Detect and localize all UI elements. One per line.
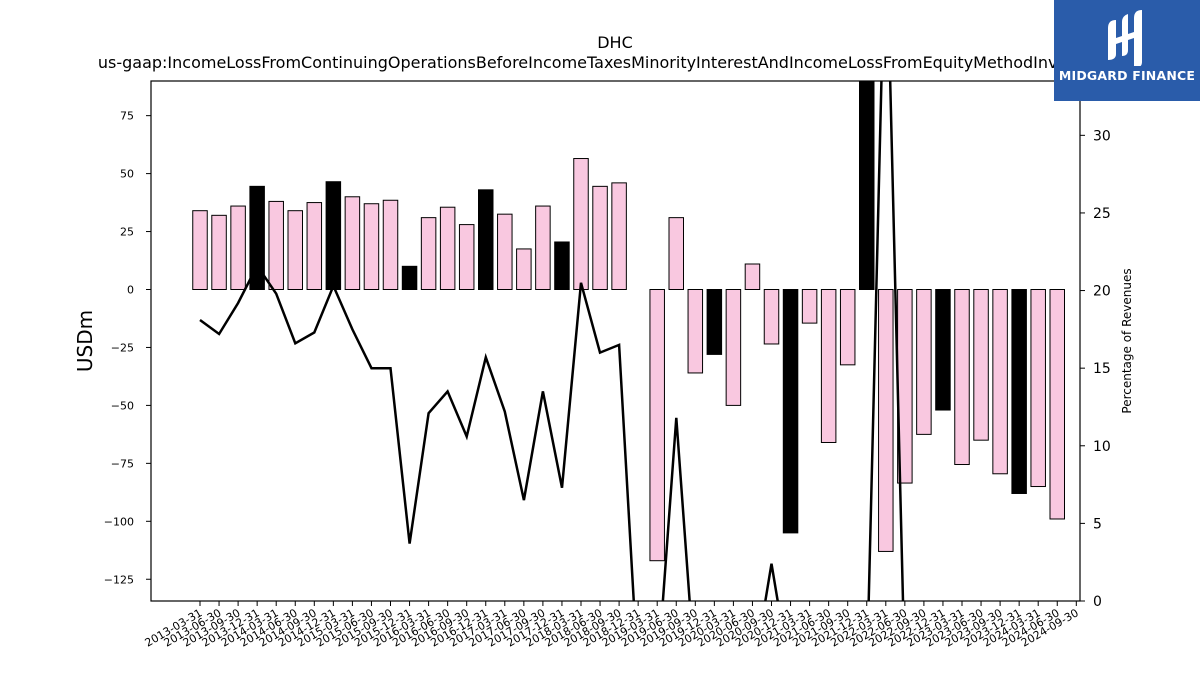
bar-2015-06-30 <box>363 203 380 290</box>
bar-2021-06-30 <box>820 289 837 443</box>
left-tick-label: −50 <box>111 399 134 412</box>
bar-2015-12-31 <box>401 265 418 291</box>
chart-title: DHC <box>597 33 633 52</box>
bar-2020-09-30 <box>763 289 780 345</box>
bar-2023-06-30 <box>973 289 989 441</box>
bar-2021-09-30 <box>839 289 856 366</box>
bar-2022-03-31 <box>878 289 894 552</box>
right-tick: 25 <box>1080 206 1111 222</box>
left-tick-label: −100 <box>104 515 134 528</box>
right-tick: 0 <box>1080 594 1102 610</box>
left-tick: −25 <box>111 341 151 354</box>
bar-2022-09-30 <box>916 289 932 435</box>
left-tick-label: 25 <box>120 226 134 239</box>
bar-2016-09-30 <box>458 224 475 290</box>
bar-2017-12-31 <box>554 241 570 291</box>
bar-2014-12-31 <box>325 181 342 290</box>
bar-2018-06-30 <box>592 185 608 290</box>
right-tick: 20 <box>1080 284 1111 300</box>
left-tick-label: −125 <box>104 573 134 586</box>
left-tick-label: −75 <box>111 457 134 470</box>
right-axis: 0 5 10 15 20 25 30 <box>1080 128 1111 610</box>
bar-2017-09-30 <box>535 205 551 290</box>
bar-2018-03-31 <box>573 158 589 290</box>
bars-layer <box>192 81 1065 562</box>
right-tick: 30 <box>1080 128 1111 144</box>
bar-2021-12-31 <box>859 81 875 291</box>
bar-2019-03-31 <box>649 289 665 562</box>
left-tick-label: 0 <box>127 284 134 297</box>
right-tick-label: 10 <box>1093 439 1111 455</box>
bar-2014-03-31 <box>268 200 284 290</box>
bar-2024-06-30 <box>1049 289 1065 520</box>
bar-2023-03-31 <box>954 289 970 466</box>
left-tick-label: −25 <box>111 341 134 354</box>
left-tick: 25 <box>120 226 151 239</box>
left-tick: −50 <box>111 399 151 412</box>
bar-2021-03-31 <box>801 289 818 324</box>
bar-2019-06-30 <box>668 217 684 290</box>
bar-2013-06-30 <box>211 214 227 291</box>
right-tick-label: 30 <box>1093 128 1111 144</box>
left-axis: 75 50 25 0 −25 −50 −75 −100 −125 <box>104 110 151 586</box>
bar-2018-09-30 <box>611 182 627 290</box>
bar-2013-03-31 <box>192 210 208 290</box>
bar-2016-12-31 <box>478 189 494 291</box>
bar-2013-09-30 <box>230 205 246 290</box>
bar-2017-03-31 <box>497 213 513 290</box>
bar-2014-09-30 <box>306 202 323 290</box>
bar-2016-03-31 <box>420 217 437 290</box>
plot-frame <box>150 80 1081 602</box>
bar-2017-06-30 <box>516 248 532 290</box>
bar-2016-06-30 <box>439 206 456 290</box>
left-tick: −75 <box>111 457 151 470</box>
bar-2023-09-30 <box>992 289 1008 475</box>
bar-2015-03-31 <box>344 196 361 290</box>
percentage-line <box>199 81 905 601</box>
bar-2019-09-30 <box>687 289 704 374</box>
logo-text: MIDGARD FINANCE <box>1058 68 1196 83</box>
right-tick-label: 25 <box>1093 206 1111 222</box>
left-tick: 50 <box>120 168 151 181</box>
left-tick: 75 <box>120 110 151 123</box>
bar-2020-06-30 <box>744 263 761 291</box>
chart-subtitle: us-gaap:IncomeLossFromContinuingOperatio… <box>98 53 1132 72</box>
left-tick-label: 75 <box>120 110 134 123</box>
bar-2015-09-30 <box>382 199 399 290</box>
right-tick: 10 <box>1080 439 1111 455</box>
bar-2022-12-31 <box>935 289 951 411</box>
y-axis-label-right: Percentage of Revenues <box>1120 268 1134 413</box>
bar-2019-12-31 <box>706 289 723 355</box>
bar-2013-12-31 <box>249 185 265 290</box>
x-axis: 2013-03-312013-06-302013-09-302013-12-31… <box>143 601 1081 650</box>
bar-2023-12-31 <box>1011 289 1027 494</box>
bar-2020-12-31 <box>782 289 799 534</box>
y-axis-label-left: USDm <box>73 310 97 372</box>
right-tick-label: 15 <box>1093 361 1111 377</box>
right-tick: 15 <box>1080 361 1111 377</box>
right-tick-label: 5 <box>1093 516 1102 532</box>
logo: MIDGARD FINANCE <box>1054 0 1200 101</box>
bar-2020-03-31 <box>725 289 742 406</box>
right-tick-label: 20 <box>1093 284 1111 300</box>
left-tick: −125 <box>104 573 151 586</box>
right-tick: 5 <box>1080 516 1102 532</box>
left-tick: 0 <box>127 284 151 297</box>
right-tick-label: 0 <box>1093 594 1102 610</box>
left-tick-label: 50 <box>120 168 134 181</box>
bar-2024-03-31 <box>1030 289 1046 488</box>
left-tick: −100 <box>104 515 151 528</box>
midgard-logo-icon <box>1108 10 1142 66</box>
bar-2014-06-30 <box>287 210 303 290</box>
